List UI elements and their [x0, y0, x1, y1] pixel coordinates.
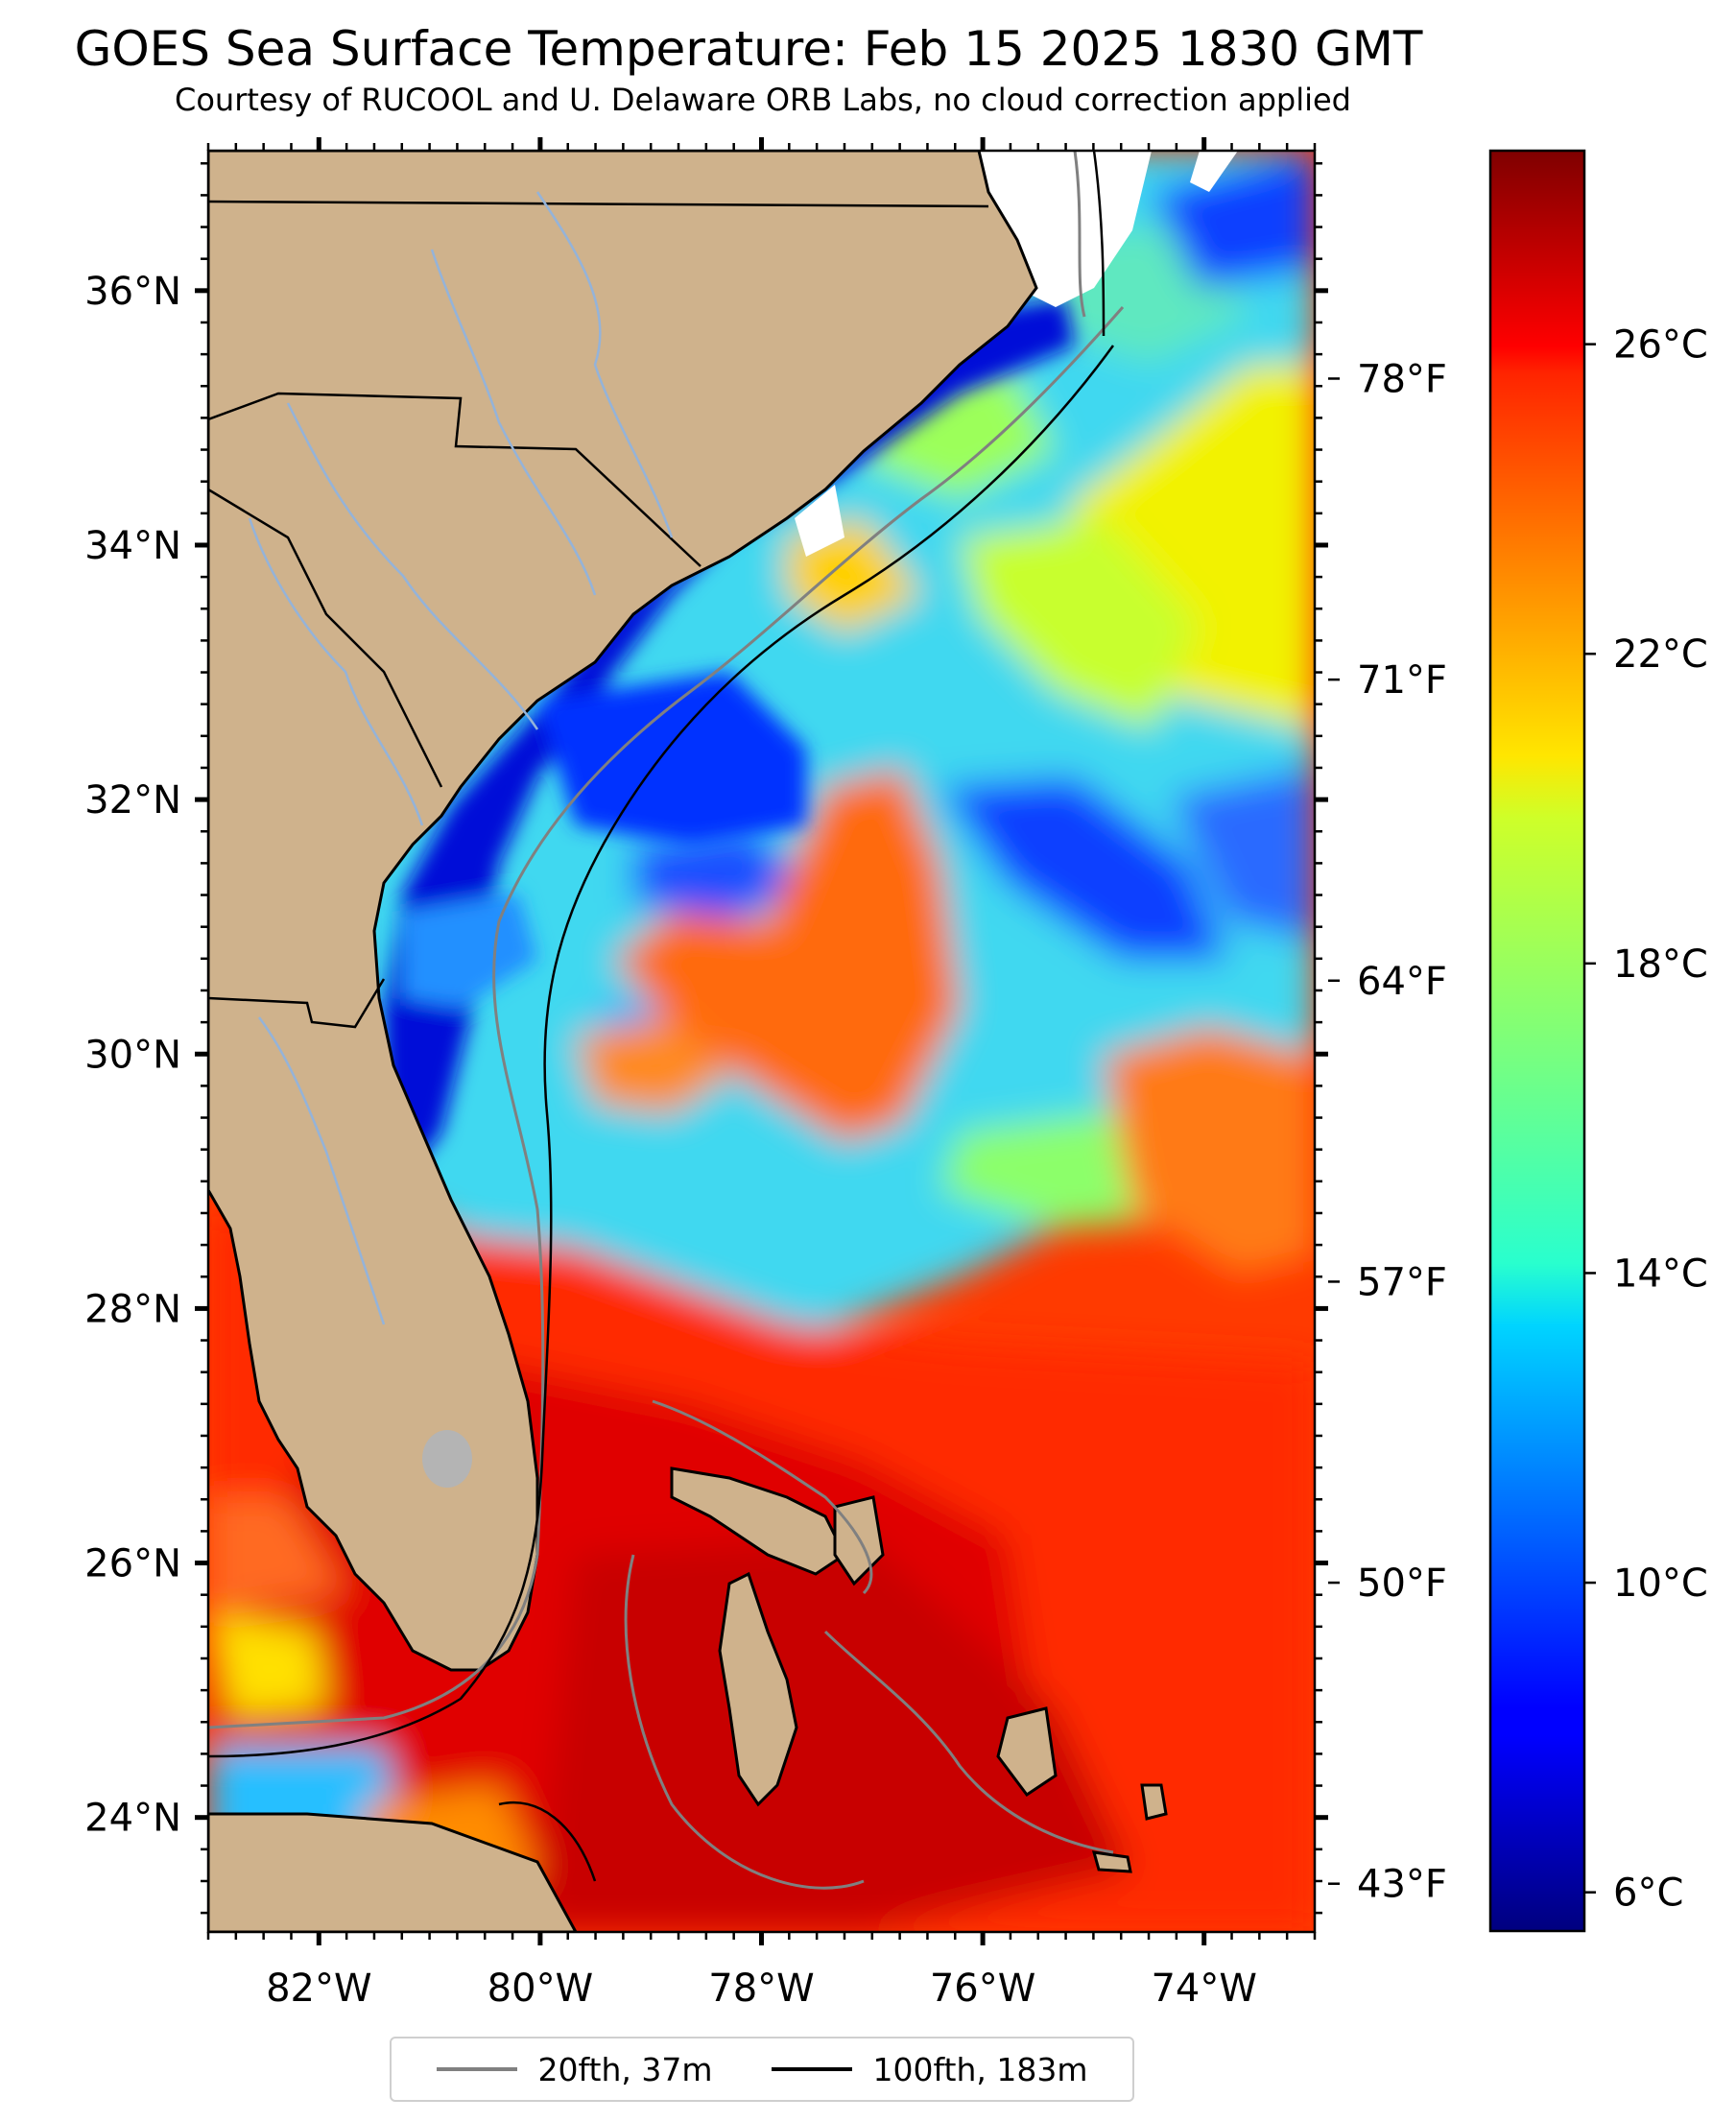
celsius-tick-label: 22°C	[1613, 632, 1708, 677]
lon-tick-label: 80°W	[488, 1967, 593, 2011]
lon-tick-label: 74°W	[1151, 1967, 1256, 2011]
isobath-legend: 20fth, 37m 100fth, 183m	[390, 2037, 1134, 2102]
lon-tick-label: 76°W	[930, 1967, 1035, 2011]
legend-line-black	[771, 2067, 852, 2071]
map-title: GOES Sea Surface Temperature: Feb 15 202…	[74, 21, 1423, 77]
fahrenheit-tick-label: 57°F	[1357, 1260, 1447, 1304]
celsius-tick-label: 14°C	[1613, 1252, 1708, 1296]
sst-field	[208, 151, 1315, 1932]
lat-tick-label: 32°N	[84, 778, 181, 823]
celsius-tick-label: 26°C	[1613, 323, 1708, 368]
colorbar-ticks: 6°C 10°C 14°C 18°C 22°C 26°C 43°F 50°F 57°F 64°F 7…	[1328, 323, 1708, 1916]
lat-tick-label: 26°N	[84, 1542, 181, 1586]
colorbar-gradient	[1488, 149, 1586, 1933]
lat-tick-label: 28°N	[84, 1287, 181, 1331]
map-ticks: 82°W 80°W 78°W 76°W 74°W 24°N 26°N 28°N 30°N 32°N…	[84, 137, 1328, 2011]
land	[208, 151, 1168, 1932]
isobath-lines	[208, 151, 1125, 1890]
legend-item-20fth: 20fth, 37m	[436, 2050, 713, 2088]
colorbar: 6°C 10°C 14°C 18°C 22°C 26°C 43°F 50°F 57°F 64°F 7…	[1328, 149, 1708, 1933]
fahrenheit-tick-label: 71°F	[1357, 658, 1447, 703]
fahrenheit-tick-label: 78°F	[1357, 357, 1447, 401]
legend-label-100fth: 100fth, 183m	[872, 2050, 1088, 2088]
legend-line-gray	[436, 2067, 517, 2071]
celsius-tick-label: 18°C	[1613, 942, 1708, 987]
legend-item-100fth: 100fth, 183m	[771, 2050, 1088, 2088]
fahrenheit-tick-label: 50°F	[1357, 1562, 1447, 1606]
state-borders	[208, 200, 989, 1029]
fahrenheit-tick-label: 43°F	[1357, 1863, 1447, 1907]
lat-tick-label: 24°N	[84, 1797, 181, 1841]
celsius-tick-label: 10°C	[1613, 1562, 1708, 1606]
lat-tick-label: 30°N	[84, 1033, 181, 1077]
lat-tick-label: 34°N	[84, 524, 181, 568]
celsius-tick-label: 6°C	[1613, 1872, 1683, 1916]
fahrenheit-tick-label: 64°F	[1357, 960, 1447, 1004]
legend-label-20fth: 20fth, 37m	[537, 2050, 713, 2088]
lat-tick-label: 36°N	[84, 270, 181, 314]
lon-tick-label: 82°W	[266, 1967, 371, 2011]
rivers	[248, 191, 674, 1325]
lon-tick-label: 78°W	[708, 1967, 814, 2011]
map-subtitle: Courtesy of RUCOOL and U. Delaware ORB L…	[175, 82, 1351, 118]
